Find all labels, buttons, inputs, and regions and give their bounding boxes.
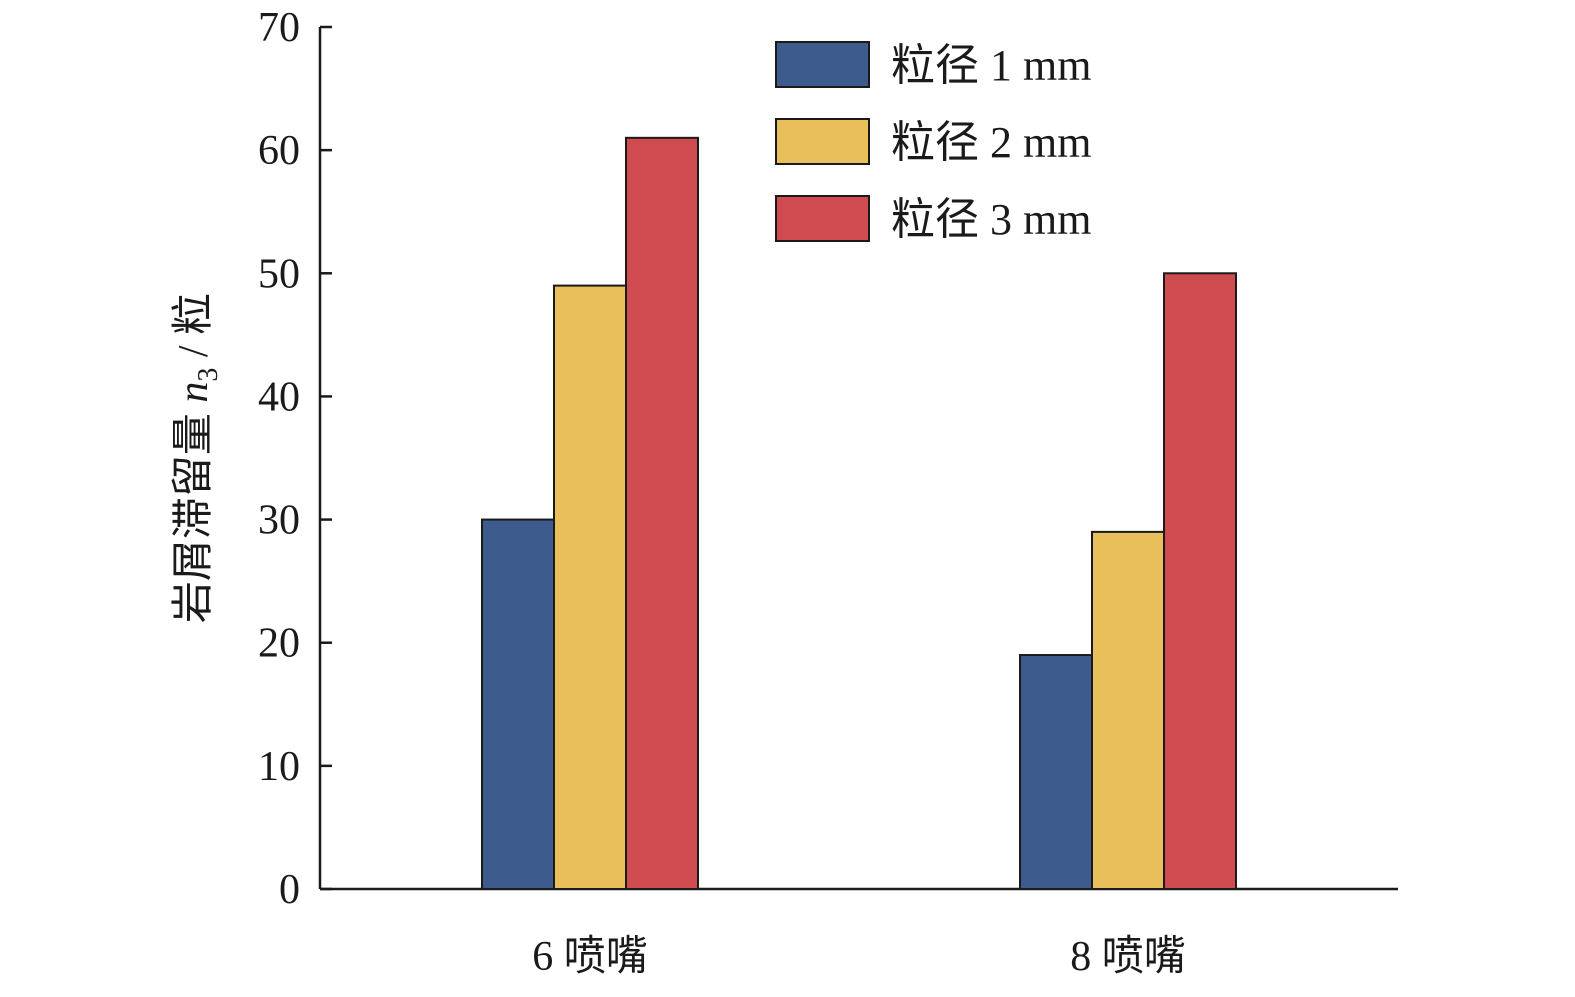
y-tick-label: 40 <box>258 374 300 420</box>
bars <box>481 136 1237 891</box>
bar <box>625 136 699 891</box>
bar <box>481 518 555 890</box>
x-tick-label: 6 喷嘴 <box>532 934 648 980</box>
legend-swatch <box>775 118 870 165</box>
bar <box>553 284 627 891</box>
legend-label: 粒径 3 mm <box>891 195 1091 244</box>
legend-swatch <box>775 195 870 242</box>
y-axis: 0 10 20 30 40 50 60 70 <box>258 5 332 913</box>
y-tick-label: 50 <box>258 251 300 297</box>
y-axis-label-sub: 3 <box>193 368 224 382</box>
legend: 粒径 1 mm 粒径 2 mm 粒径 3 mm <box>775 41 1091 244</box>
y-axis-label: 岩屑滞留量 n3 / 粒 <box>171 293 224 623</box>
legend-label: 粒径 1 mm <box>891 41 1091 90</box>
y-axis-label-var: n <box>171 382 217 403</box>
y-tick-label: 0 <box>279 867 300 913</box>
bar <box>1163 272 1237 890</box>
y-tick-label: 20 <box>258 621 300 667</box>
y-tick-label: 60 <box>258 128 300 174</box>
y-tick-label: 70 <box>258 5 300 51</box>
y-tick-label: 30 <box>258 498 300 544</box>
y-axis-label-suffix: / 粒 <box>171 293 217 368</box>
legend-swatch <box>775 41 870 88</box>
x-tick-label: 8 喷嘴 <box>1070 934 1186 980</box>
y-axis-label-prefix: 岩屑滞留量 <box>171 403 217 624</box>
bar <box>1091 530 1165 891</box>
legend-label: 粒径 2 mm <box>891 118 1091 167</box>
bar <box>1019 654 1093 890</box>
y-tick-label: 10 <box>258 744 300 790</box>
x-axis: 6 喷嘴 8 喷嘴 <box>320 887 1398 980</box>
